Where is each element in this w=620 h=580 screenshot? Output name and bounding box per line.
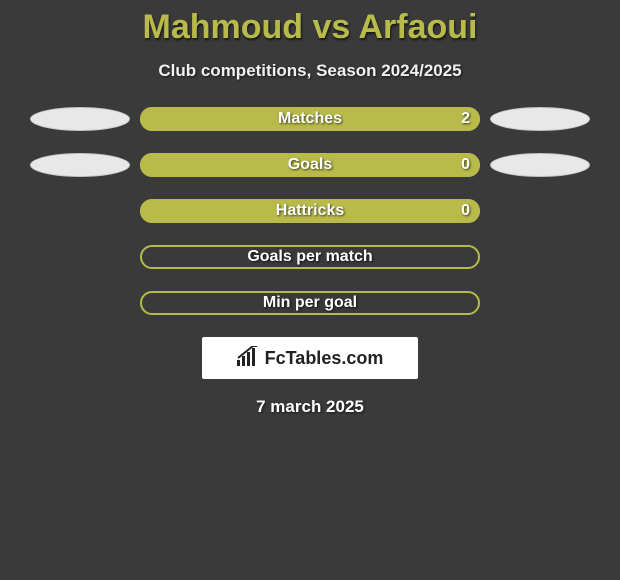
bar-label: Min per goal: [263, 294, 357, 312]
stat-row: Hattricks 0: [0, 199, 620, 223]
stat-bar: Min per goal: [140, 291, 480, 315]
stat-bar: Hattricks 0: [140, 199, 480, 223]
stats-container: Matches 2 Goals 0 Hattricks 0 Goals per match M…: [0, 107, 620, 315]
left-pill: [30, 107, 130, 131]
stat-bar: Goals per match: [140, 245, 480, 269]
right-pill: [490, 107, 590, 131]
right-pill: [490, 153, 590, 177]
stat-bar: Matches 2: [140, 107, 480, 131]
chart-icon: [237, 346, 261, 371]
date-text: 7 march 2025: [0, 397, 620, 417]
bar-label: Matches: [278, 110, 342, 128]
stat-row: Goals 0: [0, 153, 620, 177]
page-title: Mahmoud vs Arfaoui: [0, 0, 620, 47]
bar-value-right: 0: [461, 202, 470, 220]
logo-text: FcTables.com: [265, 348, 384, 369]
bar-value-right: 2: [461, 110, 470, 128]
bar-label: Hattricks: [276, 202, 344, 220]
stat-row: Matches 2: [0, 107, 620, 131]
page-subtitle: Club competitions, Season 2024/2025: [0, 61, 620, 81]
bar-label: Goals per match: [247, 248, 372, 266]
bar-label: Goals: [288, 156, 332, 174]
left-pill: [30, 153, 130, 177]
bar-value-right: 0: [461, 156, 470, 174]
stat-bar: Goals 0: [140, 153, 480, 177]
logo-box: FcTables.com: [202, 337, 418, 379]
stat-row: Goals per match: [0, 245, 620, 269]
stat-row: Min per goal: [0, 291, 620, 315]
